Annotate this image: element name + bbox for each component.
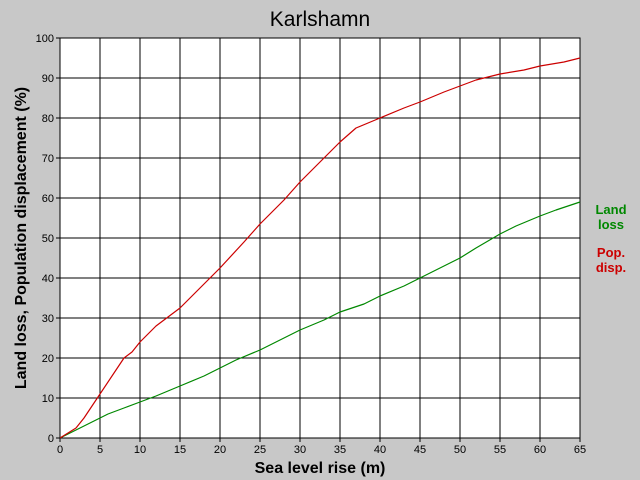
legend-pop-disp-line2: disp. [596,260,626,275]
y-tick-label: 100 [36,33,54,45]
y-tick-label: 50 [42,233,54,245]
x-tick-label: 40 [374,444,386,456]
x-axis-label: Sea level rise (m) [255,460,386,477]
y-tick-label: 80 [42,113,54,125]
series-group [59,57,581,439]
x-tick-label: 0 [57,444,63,456]
x-tick-label: 20 [214,444,226,456]
legend-land-loss-line1: Land [595,202,626,217]
x-tick-label: 50 [454,444,466,456]
y-tick-label: 30 [42,313,54,325]
x-tick-label: 35 [334,444,346,456]
x-tick-label: 60 [534,444,546,456]
x-tick-label: 55 [494,444,506,456]
x-tick-label: 25 [254,444,266,456]
y-axis-label: Land loss, Population displacement (%) [13,87,30,389]
legend-pop-disp-line1: Pop. [597,245,625,260]
series-line-land-loss [59,201,581,439]
y-tick-label: 10 [42,393,54,405]
x-tick-label: 45 [414,444,426,456]
y-tick-label: 20 [42,353,54,365]
x-tick-label: 65 [574,444,586,456]
y-tick-label: 60 [42,193,54,205]
x-tick-label: 15 [174,444,186,456]
x-tick-label: 30 [294,444,306,456]
y-tick-label: 90 [42,73,54,85]
x-tick-label: 10 [134,444,146,456]
grid [60,38,580,438]
y-tick-label: 70 [42,153,54,165]
x-tick-label: 5 [97,444,103,456]
y-tick-label: 0 [48,433,54,445]
series-line-pop-disp [59,57,581,439]
chart-title: Karlshamn [270,8,370,31]
legend: Land loss Pop. disp. [595,202,626,275]
ticks: 0 5 10 15 20 25 30 35 40 45 50 55 60 65 0 10 20 30 40 50 60 7… [36,33,586,456]
y-tick-label: 40 [42,273,54,285]
legend-land-loss-line2: loss [598,217,624,232]
